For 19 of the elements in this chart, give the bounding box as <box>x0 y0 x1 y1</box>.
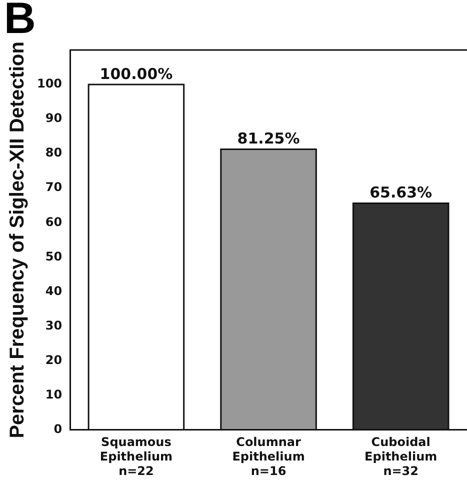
x-tick-label: Columnar Epithelium n=16 <box>232 435 305 478</box>
y-tick-label: 80 <box>45 146 62 160</box>
data-label: 100.00% <box>100 64 173 83</box>
data-label: 81.25% <box>237 130 300 148</box>
y-tick-label: 100 <box>36 76 62 91</box>
x-tick-label: Cuboidal Epithelium n=32 <box>364 435 438 478</box>
x-tick-label: Squamous Epithelium n=22 <box>100 435 173 478</box>
y-tick-label: 30 <box>45 318 62 332</box>
data-label: 65.63% <box>370 184 432 202</box>
y-tick-label: 50 <box>45 249 62 264</box>
y-tick-label: 20 <box>45 352 62 367</box>
y-tick-label: 10 <box>45 387 62 402</box>
y-tick-label: 90 <box>45 111 62 126</box>
y-tick-label: 40 <box>45 284 62 298</box>
chart-title: B <box>4 0 36 43</box>
y-tick-label: 60 <box>45 214 62 229</box>
y-tick-label: 0 <box>54 422 62 436</box>
y-axis-title: Percent Frequency of Siglec-XII Detection <box>6 42 29 438</box>
y-tick-label: 70 <box>45 180 62 194</box>
